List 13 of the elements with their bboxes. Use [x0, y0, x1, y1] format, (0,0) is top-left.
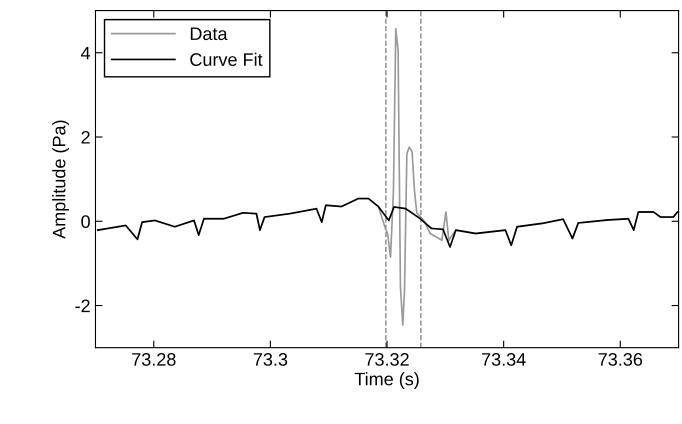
- y-axis-title: Amplitude (Pa): [52, 120, 70, 239]
- legend-label: Curve Fit: [190, 52, 262, 66]
- x-tick-label: 73.32: [365, 353, 409, 366]
- y-tick-label: 0: [81, 215, 90, 228]
- y-tick-label: -2: [75, 299, 90, 312]
- y-tick-label: 2: [81, 130, 90, 144]
- x-tick-label: 73.28: [132, 353, 176, 366]
- legend-label: Data: [190, 28, 228, 40]
- x-tick-label: 73.34: [482, 353, 526, 366]
- x-tick-label: 73.36: [598, 353, 642, 366]
- y-tick-label: 4: [80, 46, 90, 60]
- x-tick-label: 73.3: [254, 353, 288, 366]
- x-axis-title: Time (s): [354, 372, 419, 389]
